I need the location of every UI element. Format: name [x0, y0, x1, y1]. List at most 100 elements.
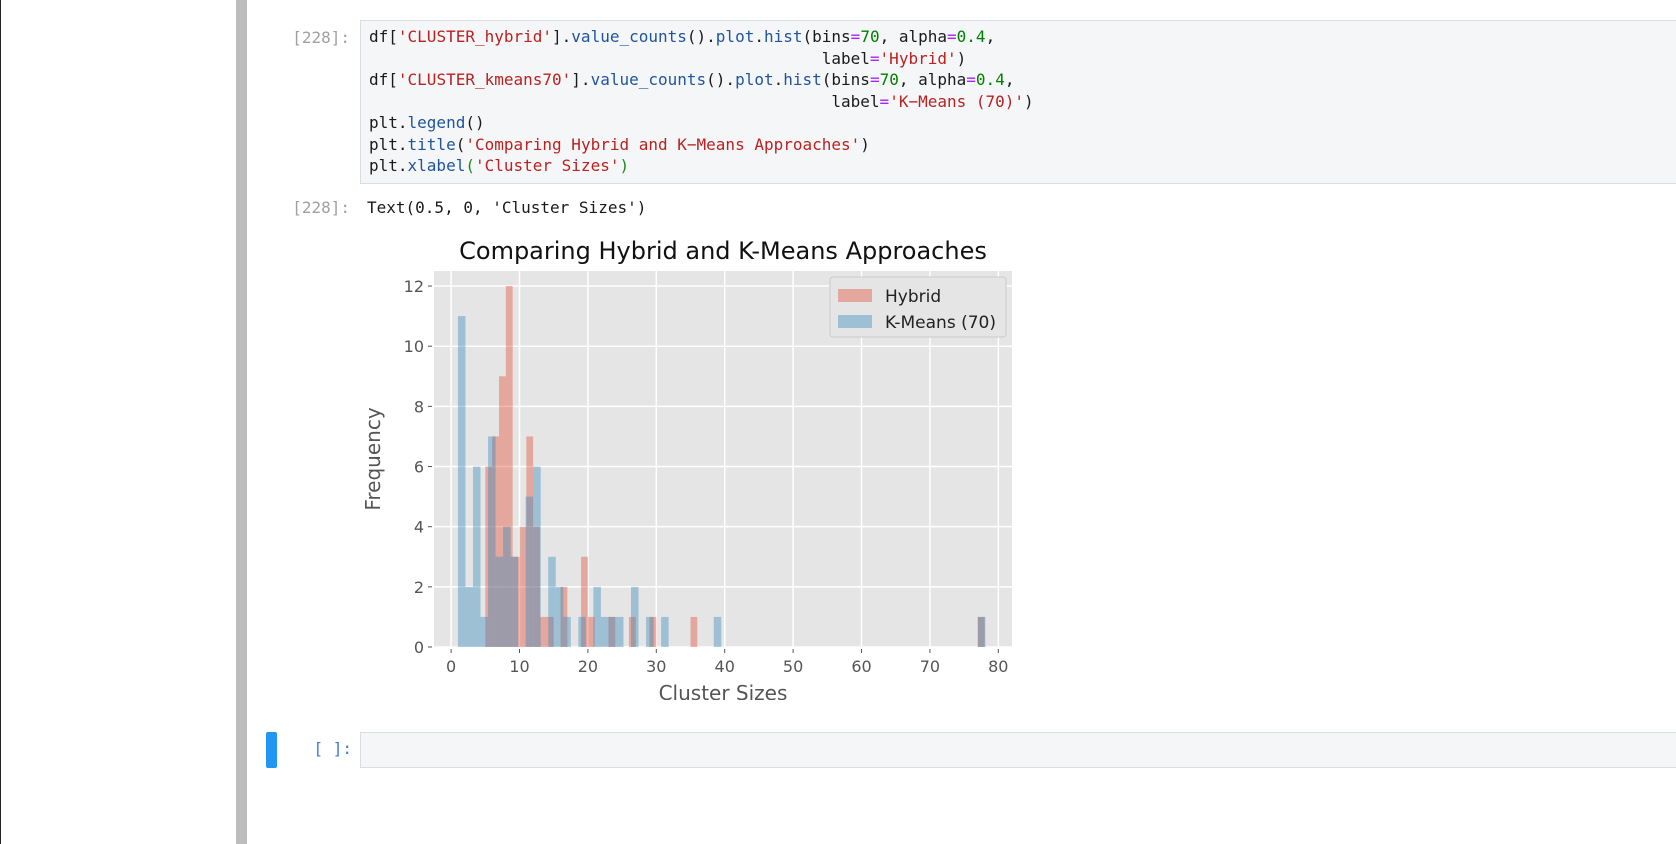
x-tick-label: 0 — [446, 657, 456, 676]
kmeans-bar — [472, 466, 481, 647]
code-token: (bins — [802, 27, 851, 46]
hybrid-bar — [649, 616, 657, 647]
code-cell-editor[interactable]: df['CLUSTER_hybrid'].value_counts().plot… — [360, 20, 1676, 184]
code-token: 70 — [879, 70, 899, 89]
hybrid-bar — [587, 616, 595, 647]
code-token: 'CLUSTER_hybrid' — [397, 27, 553, 46]
legend-box — [829, 276, 1007, 338]
hybrid-bar — [498, 376, 506, 647]
code-token: 'K−Means (70)' — [889, 91, 1025, 111]
kmeans-bar — [977, 616, 986, 647]
code-token: df[ — [369, 27, 398, 46]
kmeans-bar — [661, 616, 669, 647]
code-token: 0.4 — [975, 70, 1005, 89]
code-token: ( — [465, 156, 475, 175]
code-token: = — [947, 27, 957, 46]
kmeans-bar — [495, 556, 504, 647]
kmeans-bar — [457, 316, 466, 647]
code-token: value_counts — [571, 27, 687, 46]
y-axis-label: Frequency — [361, 407, 385, 510]
code-text[interactable]: df['CLUSTER_hybrid'].value_counts().plot… — [369, 26, 1034, 177]
code-token: title — [407, 134, 456, 154]
hybrid-bar — [540, 616, 547, 647]
x-tick-label: 60 — [851, 657, 871, 676]
x-tick-label: 80 — [988, 657, 1008, 676]
kmeans-bar — [615, 616, 624, 647]
hybrid-bar — [690, 616, 698, 647]
code-token: = — [869, 70, 880, 89]
kmeans-bar — [548, 556, 556, 647]
x-tick-label: 70 — [920, 657, 940, 676]
kmeans-bar — [608, 616, 616, 647]
window-left-edge — [0, 0, 1, 844]
hybrid-bar — [608, 616, 616, 647]
kmeans-bar — [713, 616, 722, 647]
chart-legend: Hybrid K-Means (70) — [829, 276, 1007, 338]
code-token: (bins — [821, 70, 870, 89]
kmeans-bar — [510, 556, 519, 647]
code-token: . — [754, 27, 764, 46]
code-token: 'Hybrid' — [879, 48, 957, 68]
code-token: , — [1004, 70, 1015, 89]
kmeans-bar — [488, 436, 496, 647]
hybrid-bar — [581, 556, 588, 647]
y-tick-label: 4 — [414, 518, 424, 537]
legend-swatch — [838, 315, 872, 328]
hybrid-bar — [492, 436, 499, 647]
kmeans-bar — [465, 586, 473, 647]
output-prompt: [228]: — [292, 198, 350, 217]
code-token: , — [985, 27, 996, 46]
code-token: () — [465, 113, 485, 132]
empty-cell-prompt: [ ]: — [313, 739, 352, 758]
hybrid-bar — [560, 586, 568, 647]
output-text: Text(0.5, 0, 'Cluster Sizes') — [367, 198, 647, 217]
code-line: df['CLUSTER_kmeans70'].value_counts().pl… — [369, 70, 1014, 89]
code-token: ) — [860, 134, 870, 154]
x-tick-label: 40 — [715, 657, 735, 676]
code-token: ) — [956, 48, 967, 68]
x-axis-label: Cluster Sizes — [659, 681, 788, 700]
kmeans-bar — [630, 586, 639, 647]
code-token: 'Cluster Sizes' — [474, 156, 620, 175]
legend-label: K-Means (70) — [885, 313, 996, 333]
kmeans-bar — [503, 526, 511, 647]
code-token: = — [850, 27, 861, 46]
kmeans-bar — [480, 616, 489, 647]
kmeans-bar — [578, 616, 586, 647]
code-token: 'Comparing Hybrid and K−Means Approaches… — [465, 134, 861, 154]
code-token: value_counts — [590, 70, 707, 89]
x-tick-label: 20 — [578, 657, 598, 676]
y-tick-label: 2 — [414, 578, 424, 597]
y-tick-label: 6 — [414, 458, 424, 477]
x-tick-label: 50 — [783, 657, 803, 676]
empty-code-cell[interactable] — [360, 732, 1676, 768]
code-token: legend — [407, 113, 466, 132]
kmeans-bar — [563, 616, 571, 647]
hybrid-bar — [512, 556, 520, 647]
code-token: label — [369, 91, 880, 111]
code-token: plt. — [369, 156, 408, 175]
code-token: 'CLUSTER_kmeans70' — [397, 70, 572, 89]
code-token: (). — [686, 27, 716, 46]
code-token: df[ — [369, 70, 398, 89]
code-token: ]. — [552, 27, 572, 46]
legend-label: Hybrid — [885, 287, 941, 307]
code-token: (). — [706, 70, 736, 89]
hybrid-bar — [485, 466, 493, 647]
notebook-gutter-bar — [236, 0, 247, 844]
code-token: ) — [1024, 91, 1034, 111]
hybrid-bar — [519, 526, 527, 647]
x-tick-label: 10 — [509, 657, 529, 676]
code-token: hist — [783, 70, 822, 89]
code-token: ) — [619, 156, 630, 175]
code-token: hist — [763, 27, 803, 46]
code-token: = — [966, 70, 976, 89]
code-token: 70 — [860, 27, 880, 46]
kmeans-bar — [533, 466, 541, 647]
hybrid-bar — [546, 616, 554, 647]
kmeans-bar — [646, 616, 654, 647]
x-axis-ticks: 0 10 20 30 40 50 60 70 80 — [446, 649, 1008, 676]
kmeans-bar — [525, 496, 534, 647]
code-token: plt. — [369, 134, 408, 154]
